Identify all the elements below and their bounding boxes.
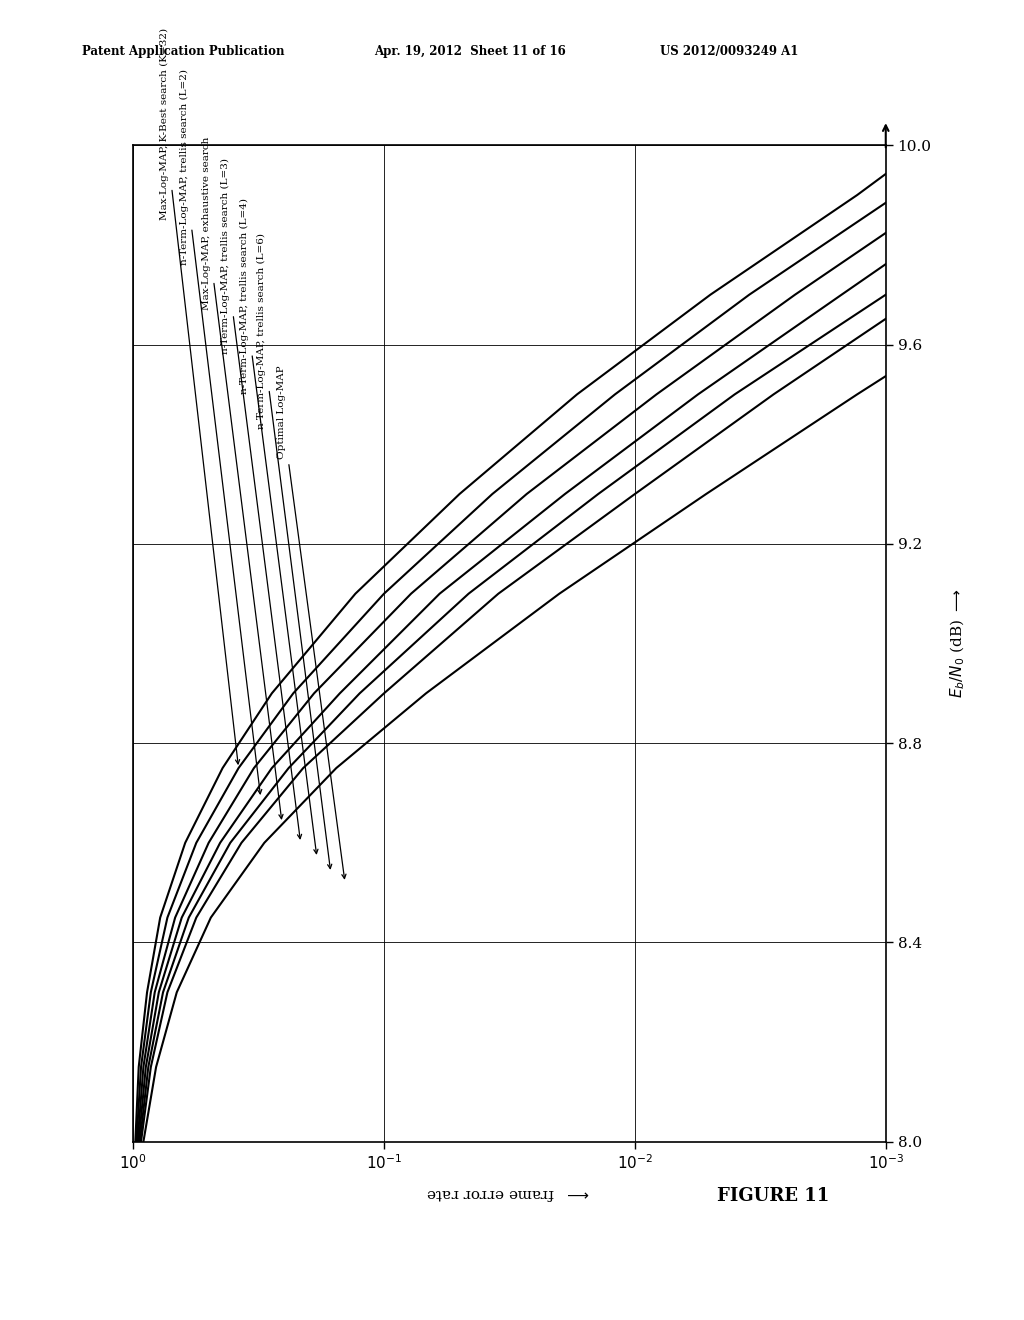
- Text: Apr. 19, 2012  Sheet 11 of 16: Apr. 19, 2012 Sheet 11 of 16: [374, 45, 565, 58]
- Text: n-Term-Log-MAP, trellis search (L=2): n-Term-Log-MAP, trellis search (L=2): [179, 69, 262, 793]
- Text: n-Term-Log-MAP, trellis search (L=6): n-Term-Log-MAP, trellis search (L=6): [257, 234, 332, 869]
- Text: n-Term-Log-MAP, trellis search (L=3): n-Term-Log-MAP, trellis search (L=3): [221, 158, 302, 838]
- Y-axis label: $E_b/N_0$ (dB) $\longrightarrow$: $E_b/N_0$ (dB) $\longrightarrow$: [948, 589, 967, 698]
- Text: Optimal Log-MAP: Optimal Log-MAP: [278, 366, 346, 879]
- Text: Patent Application Publication: Patent Application Publication: [82, 45, 285, 58]
- Text: n-Term-Log-MAP, trellis search (L=4): n-Term-Log-MAP, trellis search (L=4): [240, 198, 318, 854]
- Text: FIGURE 11: FIGURE 11: [717, 1187, 829, 1205]
- Text: US 2012/0093249 A1: US 2012/0093249 A1: [660, 45, 799, 58]
- Text: Max-Log-MAP, K-Best search (K=32): Max-Log-MAP, K-Best search (K=32): [160, 28, 240, 764]
- Text: Max-Log-MAP, exhaustive search: Max-Log-MAP, exhaustive search: [202, 136, 283, 818]
- X-axis label: $\longleftarrow$  frame error rate: $\longleftarrow$ frame error rate: [427, 1187, 592, 1201]
